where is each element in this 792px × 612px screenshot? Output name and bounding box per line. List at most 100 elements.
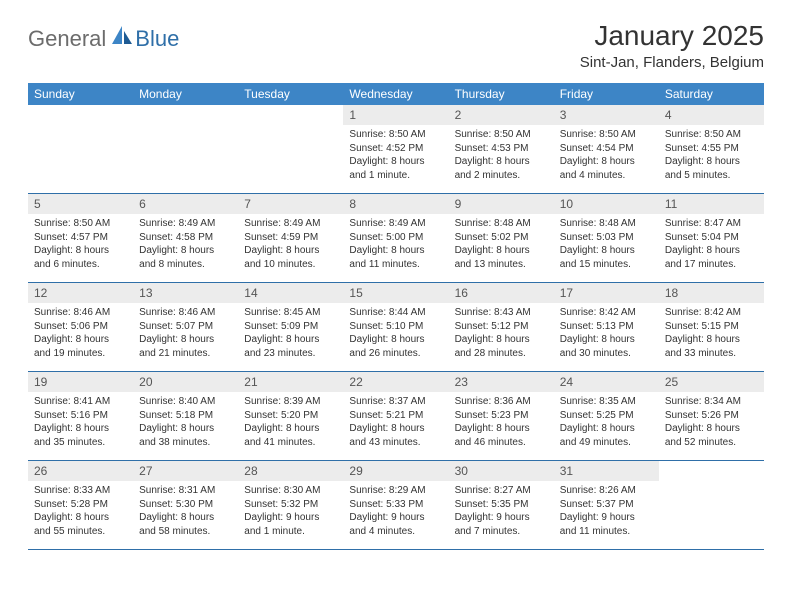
calendar-cell: 21Sunrise: 8:39 AMSunset: 5:20 PMDayligh… — [238, 372, 343, 461]
sunrise-text: Sunrise: 8:26 AM — [560, 484, 653, 498]
day-number: 19 — [28, 372, 133, 392]
sunrise-text: Sunrise: 8:46 AM — [34, 306, 127, 320]
day-number: 26 — [28, 461, 133, 481]
sunrise-text: Sunrise: 8:33 AM — [34, 484, 127, 498]
sunrise-text: Sunrise: 8:39 AM — [244, 395, 337, 409]
sunset-text: Sunset: 5:30 PM — [139, 498, 232, 512]
sail-icon — [111, 25, 133, 50]
day-content: Sunrise: 8:42 AMSunset: 5:15 PMDaylight:… — [659, 303, 764, 364]
sunrise-text: Sunrise: 8:42 AM — [665, 306, 758, 320]
sunset-text: Sunset: 4:53 PM — [455, 142, 548, 156]
sunset-text: Sunset: 5:28 PM — [34, 498, 127, 512]
calendar-cell: 27Sunrise: 8:31 AMSunset: 5:30 PMDayligh… — [133, 461, 238, 550]
day-content: Sunrise: 8:50 AMSunset: 4:53 PMDaylight:… — [449, 125, 554, 186]
day-content: Sunrise: 8:45 AMSunset: 5:09 PMDaylight:… — [238, 303, 343, 364]
day-content: Sunrise: 8:46 AMSunset: 5:06 PMDaylight:… — [28, 303, 133, 364]
sunset-text: Sunset: 5:03 PM — [560, 231, 653, 245]
calendar-body: 1Sunrise: 8:50 AMSunset: 4:52 PMDaylight… — [28, 105, 764, 550]
sunset-text: Sunset: 5:25 PM — [560, 409, 653, 423]
day-number: 5 — [28, 194, 133, 214]
day-content: Sunrise: 8:46 AMSunset: 5:07 PMDaylight:… — [133, 303, 238, 364]
day-content: Sunrise: 8:37 AMSunset: 5:21 PMDaylight:… — [343, 392, 448, 453]
calendar-cell: 17Sunrise: 8:42 AMSunset: 5:13 PMDayligh… — [554, 283, 659, 372]
calendar-cell: 6Sunrise: 8:49 AMSunset: 4:58 PMDaylight… — [133, 194, 238, 283]
sunset-text: Sunset: 4:54 PM — [560, 142, 653, 156]
day-content: Sunrise: 8:40 AMSunset: 5:18 PMDaylight:… — [133, 392, 238, 453]
day-number: 4 — [659, 105, 764, 125]
daylight-text: Daylight: 9 hours and 4 minutes. — [349, 511, 442, 538]
day-content: Sunrise: 8:33 AMSunset: 5:28 PMDaylight:… — [28, 481, 133, 542]
sunset-text: Sunset: 5:20 PM — [244, 409, 337, 423]
day-header: Thursday — [449, 83, 554, 105]
sunset-text: Sunset: 5:12 PM — [455, 320, 548, 334]
day-number: 17 — [554, 283, 659, 303]
sunset-text: Sunset: 5:21 PM — [349, 409, 442, 423]
sunset-text: Sunset: 4:57 PM — [34, 231, 127, 245]
title-block: January 2025 Sint-Jan, Flanders, Belgium — [580, 20, 764, 71]
sunrise-text: Sunrise: 8:41 AM — [34, 395, 127, 409]
calendar-cell: 23Sunrise: 8:36 AMSunset: 5:23 PMDayligh… — [449, 372, 554, 461]
sunrise-text: Sunrise: 8:47 AM — [665, 217, 758, 231]
day-number: 21 — [238, 372, 343, 392]
calendar-cell: 10Sunrise: 8:48 AMSunset: 5:03 PMDayligh… — [554, 194, 659, 283]
daylight-text: Daylight: 8 hours and 10 minutes. — [244, 244, 337, 271]
daylight-text: Daylight: 8 hours and 11 minutes. — [349, 244, 442, 271]
logo-text-1: General — [28, 26, 106, 52]
calendar-cell: 8Sunrise: 8:49 AMSunset: 5:00 PMDaylight… — [343, 194, 448, 283]
day-content: Sunrise: 8:26 AMSunset: 5:37 PMDaylight:… — [554, 481, 659, 542]
sunrise-text: Sunrise: 8:50 AM — [665, 128, 758, 142]
daylight-text: Daylight: 9 hours and 11 minutes. — [560, 511, 653, 538]
calendar-cell: 16Sunrise: 8:43 AMSunset: 5:12 PMDayligh… — [449, 283, 554, 372]
header: General Blue January 2025 Sint-Jan, Flan… — [28, 20, 764, 71]
day-header: Wednesday — [343, 83, 448, 105]
calendar-week-row: 19Sunrise: 8:41 AMSunset: 5:16 PMDayligh… — [28, 372, 764, 461]
daylight-text: Daylight: 8 hours and 35 minutes. — [34, 422, 127, 449]
daylight-text: Daylight: 8 hours and 13 minutes. — [455, 244, 548, 271]
sunrise-text: Sunrise: 8:49 AM — [139, 217, 232, 231]
day-content: Sunrise: 8:50 AMSunset: 4:57 PMDaylight:… — [28, 214, 133, 275]
sunset-text: Sunset: 5:09 PM — [244, 320, 337, 334]
day-number: 12 — [28, 283, 133, 303]
day-content: Sunrise: 8:27 AMSunset: 5:35 PMDaylight:… — [449, 481, 554, 542]
sunrise-text: Sunrise: 8:30 AM — [244, 484, 337, 498]
calendar-cell — [28, 105, 133, 194]
day-header: Monday — [133, 83, 238, 105]
daylight-text: Daylight: 8 hours and 49 minutes. — [560, 422, 653, 449]
calendar-cell: 1Sunrise: 8:50 AMSunset: 4:52 PMDaylight… — [343, 105, 448, 194]
sunrise-text: Sunrise: 8:50 AM — [349, 128, 442, 142]
daylight-text: Daylight: 8 hours and 21 minutes. — [139, 333, 232, 360]
sunset-text: Sunset: 5:18 PM — [139, 409, 232, 423]
day-content: Sunrise: 8:44 AMSunset: 5:10 PMDaylight:… — [343, 303, 448, 364]
day-header: Friday — [554, 83, 659, 105]
sunset-text: Sunset: 5:02 PM — [455, 231, 548, 245]
daylight-text: Daylight: 8 hours and 5 minutes. — [665, 155, 758, 182]
day-number: 28 — [238, 461, 343, 481]
day-number: 27 — [133, 461, 238, 481]
calendar-cell: 13Sunrise: 8:46 AMSunset: 5:07 PMDayligh… — [133, 283, 238, 372]
sunset-text: Sunset: 4:59 PM — [244, 231, 337, 245]
daylight-text: Daylight: 8 hours and 43 minutes. — [349, 422, 442, 449]
day-number: 3 — [554, 105, 659, 125]
daylight-text: Daylight: 8 hours and 28 minutes. — [455, 333, 548, 360]
sunrise-text: Sunrise: 8:49 AM — [244, 217, 337, 231]
day-number: 30 — [449, 461, 554, 481]
calendar-cell: 14Sunrise: 8:45 AMSunset: 5:09 PMDayligh… — [238, 283, 343, 372]
month-title: January 2025 — [580, 20, 764, 52]
daylight-text: Daylight: 8 hours and 6 minutes. — [34, 244, 127, 271]
day-content: Sunrise: 8:50 AMSunset: 4:55 PMDaylight:… — [659, 125, 764, 186]
sunrise-text: Sunrise: 8:31 AM — [139, 484, 232, 498]
day-number: 24 — [554, 372, 659, 392]
calendar-cell: 7Sunrise: 8:49 AMSunset: 4:59 PMDaylight… — [238, 194, 343, 283]
day-header: Sunday — [28, 83, 133, 105]
sunset-text: Sunset: 4:55 PM — [665, 142, 758, 156]
daylight-text: Daylight: 8 hours and 55 minutes. — [34, 511, 127, 538]
location: Sint-Jan, Flanders, Belgium — [580, 54, 764, 71]
day-number: 18 — [659, 283, 764, 303]
daylight-text: Daylight: 8 hours and 46 minutes. — [455, 422, 548, 449]
daylight-text: Daylight: 8 hours and 33 minutes. — [665, 333, 758, 360]
sunrise-text: Sunrise: 8:44 AM — [349, 306, 442, 320]
sunrise-text: Sunrise: 8:50 AM — [455, 128, 548, 142]
daylight-text: Daylight: 8 hours and 19 minutes. — [34, 333, 127, 360]
sunset-text: Sunset: 5:33 PM — [349, 498, 442, 512]
sunrise-text: Sunrise: 8:40 AM — [139, 395, 232, 409]
